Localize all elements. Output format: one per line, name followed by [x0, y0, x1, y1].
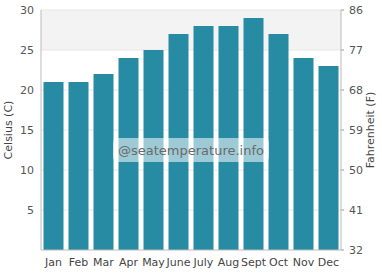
x-tick-label: Sept — [241, 256, 267, 269]
x-tick-label: Aug — [218, 256, 239, 269]
x-axis-line — [41, 250, 341, 251]
y2-tick-label: 77 — [349, 44, 363, 57]
y-tick-label: 20 — [20, 84, 34, 97]
x-tick-label: Mar — [93, 256, 114, 269]
x-tick-label: June — [166, 256, 191, 269]
y-axis-title: Celsius (C) — [2, 101, 15, 160]
x-tick-label: Feb — [69, 256, 88, 269]
y2-tick-label: 41 — [349, 204, 363, 217]
watermark: @seatemperature.info — [118, 143, 264, 158]
x-tick-label: Jan — [44, 256, 62, 269]
bar — [294, 58, 314, 250]
band — [41, 10, 341, 50]
x-tick-label: May — [142, 256, 165, 269]
y2-tick-label: 32 — [349, 244, 363, 257]
x-tick-label: July — [193, 256, 214, 269]
x-tick-label: Nov — [293, 256, 315, 269]
bar — [319, 66, 339, 250]
chart-container: 5 10 15 20 25 30 32 41 50 59 68 77 86 Jan Feb Mar AprMay… — [0, 0, 382, 280]
x-tick-label: Dec — [318, 256, 339, 269]
y-tick-label: 5 — [27, 204, 34, 217]
y-axis-line — [41, 10, 42, 250]
y2-axis-title: Fahrenheit (F) — [364, 92, 377, 169]
grid-line — [41, 10, 341, 11]
bar — [244, 18, 264, 250]
x-tick-label: Oct — [269, 256, 289, 269]
bar — [269, 34, 289, 250]
y-tick-label: 10 — [20, 164, 34, 177]
y2-tick-label: 86 — [349, 4, 363, 17]
chart-svg: 5 10 15 20 25 30 32 41 50 59 68 77 86 Jan Feb Mar AprMay… — [0, 0, 382, 280]
y2-tick-label: 68 — [349, 84, 363, 97]
bar — [94, 74, 114, 250]
bar — [69, 82, 89, 250]
y2-tick-label: 59 — [349, 124, 363, 137]
watermark-box — [113, 138, 269, 162]
bars — [44, 18, 339, 250]
y-tick-label: 15 — [20, 124, 34, 137]
x-tick-label: Apr — [119, 256, 139, 269]
y-tick-label: 25 — [20, 44, 34, 57]
grid-line — [41, 50, 341, 51]
bar — [44, 82, 64, 250]
y2-axis-line — [341, 10, 342, 250]
y2-tick-label: 50 — [349, 164, 363, 177]
y-tick-label: 30 — [20, 4, 34, 17]
